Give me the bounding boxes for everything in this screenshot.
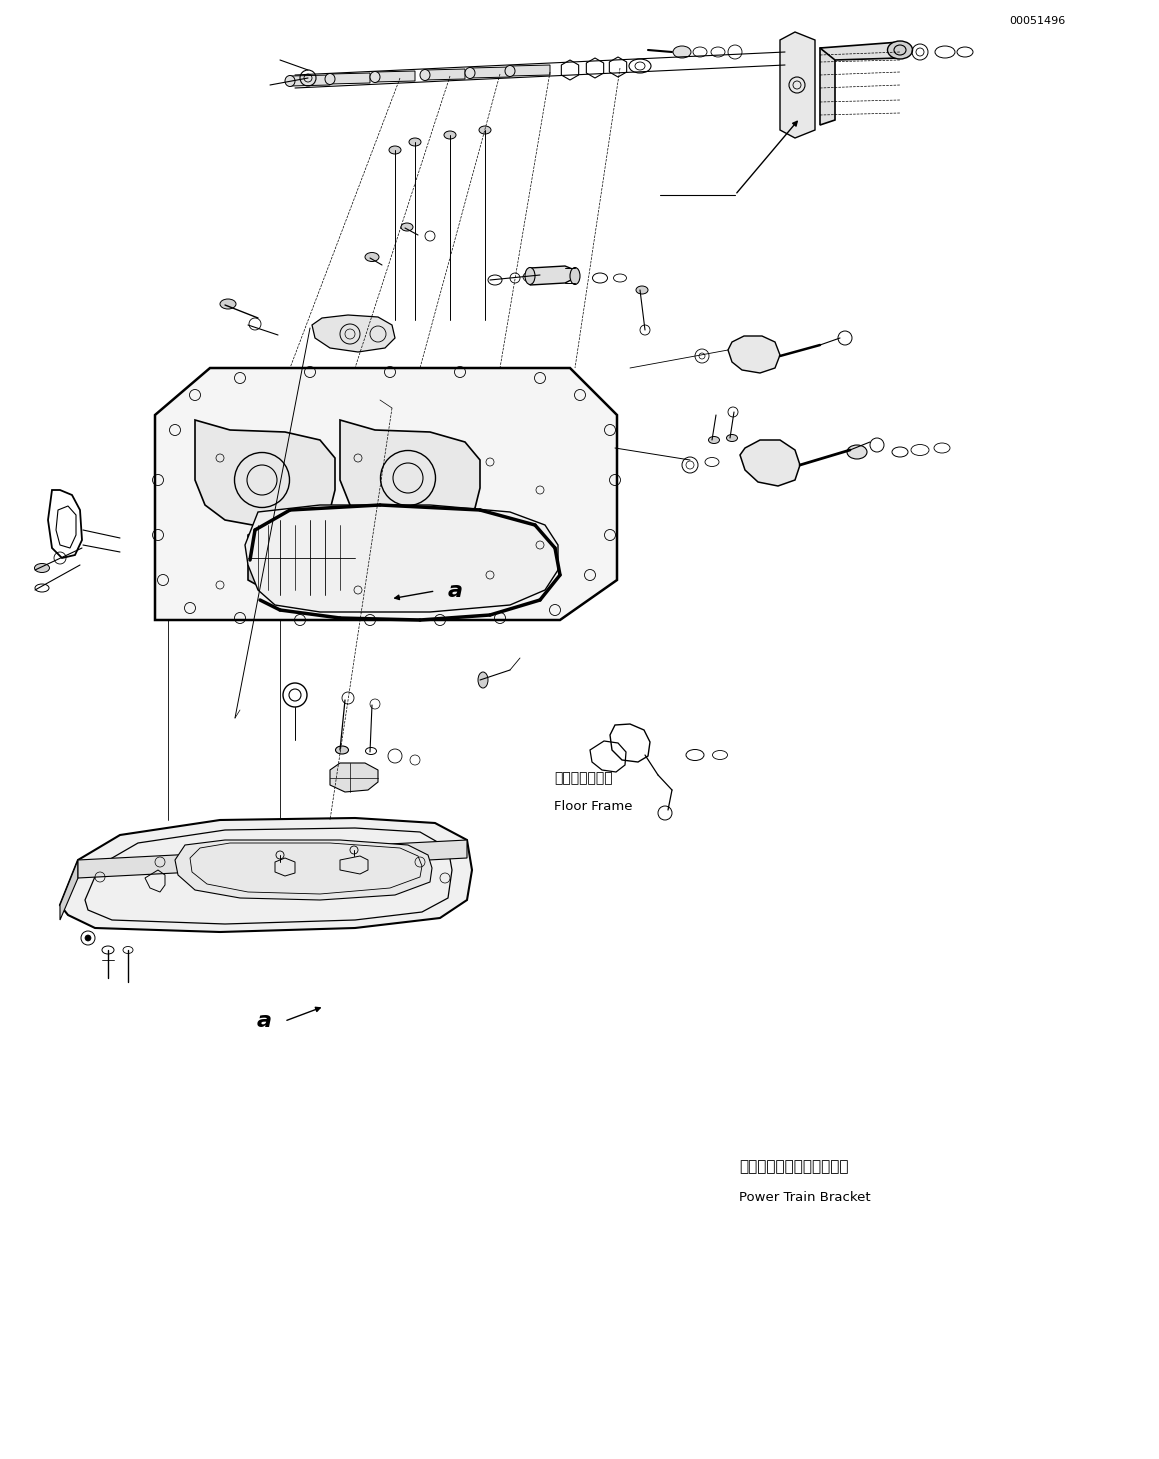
Polygon shape xyxy=(821,48,834,125)
Polygon shape xyxy=(780,32,815,139)
Ellipse shape xyxy=(465,67,475,79)
Ellipse shape xyxy=(370,71,380,83)
Polygon shape xyxy=(340,420,480,528)
Ellipse shape xyxy=(389,146,401,155)
Polygon shape xyxy=(248,519,355,595)
Text: Power Train Bracket: Power Train Bracket xyxy=(739,1192,872,1205)
Ellipse shape xyxy=(847,445,867,460)
Polygon shape xyxy=(175,840,432,900)
Ellipse shape xyxy=(401,223,413,231)
Ellipse shape xyxy=(673,47,691,58)
Ellipse shape xyxy=(708,436,720,444)
Text: 00051496: 00051496 xyxy=(1009,16,1065,26)
Text: a: a xyxy=(257,1011,271,1032)
Polygon shape xyxy=(728,336,780,374)
Polygon shape xyxy=(312,315,395,352)
Ellipse shape xyxy=(285,76,296,86)
Polygon shape xyxy=(60,859,78,921)
Polygon shape xyxy=(330,73,370,85)
Polygon shape xyxy=(245,505,557,611)
Polygon shape xyxy=(530,266,575,285)
Ellipse shape xyxy=(325,73,335,85)
Ellipse shape xyxy=(409,139,421,146)
Ellipse shape xyxy=(636,286,648,295)
Ellipse shape xyxy=(444,131,455,139)
Text: フロアフレーム: フロアフレーム xyxy=(554,770,613,785)
Ellipse shape xyxy=(365,252,379,261)
Polygon shape xyxy=(376,71,415,82)
Polygon shape xyxy=(60,818,472,932)
Polygon shape xyxy=(330,763,378,792)
Ellipse shape xyxy=(479,125,491,134)
Polygon shape xyxy=(155,368,617,620)
Ellipse shape xyxy=(420,70,430,80)
Text: Floor Frame: Floor Frame xyxy=(554,800,633,813)
Polygon shape xyxy=(425,69,465,80)
Polygon shape xyxy=(510,66,551,76)
Ellipse shape xyxy=(505,66,515,76)
Polygon shape xyxy=(290,74,330,86)
Ellipse shape xyxy=(35,563,50,572)
Polygon shape xyxy=(78,840,467,878)
Circle shape xyxy=(85,935,92,941)
Polygon shape xyxy=(739,441,800,486)
Ellipse shape xyxy=(727,435,737,442)
Ellipse shape xyxy=(570,267,580,285)
Ellipse shape xyxy=(220,299,236,309)
Text: パワートレインブラケット: パワートレインブラケット xyxy=(739,1160,848,1174)
Polygon shape xyxy=(821,42,901,60)
Ellipse shape xyxy=(478,673,488,689)
Ellipse shape xyxy=(525,267,535,285)
Text: a: a xyxy=(449,581,462,601)
Ellipse shape xyxy=(888,41,912,58)
Ellipse shape xyxy=(335,746,349,754)
Polygon shape xyxy=(471,67,510,77)
Polygon shape xyxy=(195,420,335,530)
